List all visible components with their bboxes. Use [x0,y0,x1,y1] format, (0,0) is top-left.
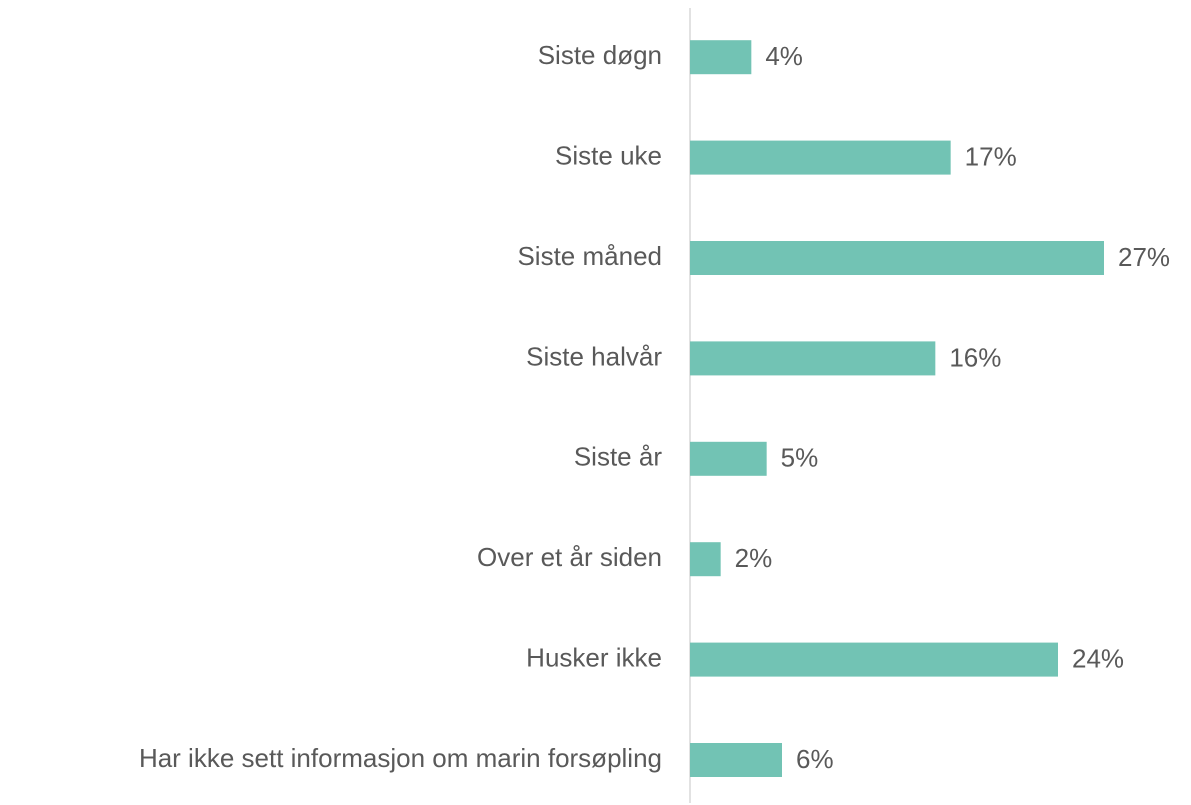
category-label: Siste halvår [526,341,662,371]
value-label: 17% [965,141,1017,171]
value-label: 2% [735,543,773,573]
category-label: Over et år siden [477,542,662,572]
bar [690,140,951,175]
bar [690,642,1058,677]
category-label: Siste år [574,442,662,472]
bar [690,341,936,376]
value-label: 27% [1118,242,1170,272]
bar [690,40,752,75]
value-label: 16% [949,342,1001,372]
category-label: Siste døgn [538,40,662,70]
bar [690,743,782,777]
bar [690,241,1104,275]
bar [690,542,721,577]
value-label: 5% [781,443,819,473]
category-label: Siste uke [555,140,662,170]
category-label: Husker ikke [526,642,662,672]
category-label: Siste måned [517,241,662,271]
category-label: Har ikke sett informasjon om marin forsø… [139,743,662,773]
value-label: 4% [765,41,803,71]
value-label: 6% [796,744,834,774]
value-label: 24% [1072,643,1124,673]
bar [690,441,767,476]
